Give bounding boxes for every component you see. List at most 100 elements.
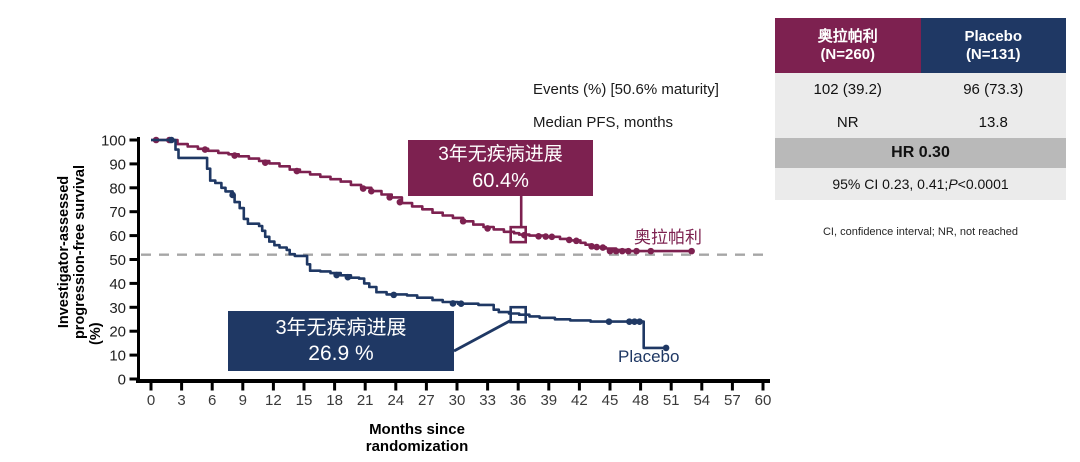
tick-label: 9 xyxy=(239,392,247,409)
tick-label: 21 xyxy=(357,392,374,409)
censor-mark xyxy=(588,243,595,250)
censor-mark xyxy=(449,300,457,307)
tick-label: 0 xyxy=(147,392,155,409)
tick-label: 70 xyxy=(109,204,126,221)
censor-mark xyxy=(293,167,301,175)
censor-mark xyxy=(231,152,238,159)
events-row-label: Events (%) [50.6% maturity] xyxy=(533,81,719,98)
censor-mark xyxy=(573,237,580,245)
tick-label: 39 xyxy=(540,392,557,409)
survival-curve-placebo xyxy=(151,138,667,350)
tick-label: 24 xyxy=(387,392,404,409)
median-row-label: Median PFS, months xyxy=(533,114,674,131)
censor-mark xyxy=(688,247,695,255)
results-table-header: 奥拉帕利 (N=260) Placebo (N=131) xyxy=(775,18,1066,73)
tick-label: 6 xyxy=(208,392,216,409)
censor-mark xyxy=(368,187,375,195)
tick-label: 40 xyxy=(109,276,126,293)
tick-label: 12 xyxy=(265,392,282,409)
censor-mark xyxy=(662,344,670,352)
header-olaparib-n: (N=260) xyxy=(820,45,876,63)
tick-label: 0 xyxy=(118,372,126,389)
tick-label: 3 xyxy=(177,392,185,409)
header-placebo-name: Placebo xyxy=(964,27,1023,45)
censor-mark xyxy=(631,318,638,325)
censor-mark xyxy=(636,318,643,325)
censor-mark xyxy=(647,247,655,255)
censor-mark xyxy=(565,236,573,244)
annotation-placebo-3yr: 3年无疾病进展 26.9 % xyxy=(228,311,454,371)
censor-mark xyxy=(396,198,404,206)
tick-label: 15 xyxy=(296,392,313,409)
annotation-placebo-text: 3年无疾病进展 xyxy=(275,317,407,339)
annotation-olaparib-text: 3年无疾病进展 xyxy=(438,144,563,165)
censor-mark xyxy=(542,233,550,240)
censor-mark xyxy=(229,191,236,199)
censor-mark xyxy=(459,217,467,225)
censor-mark xyxy=(535,233,542,240)
censor-mark xyxy=(593,243,601,251)
censor-mark xyxy=(605,318,613,325)
series-label-olaparib: 奥拉帕利 xyxy=(634,228,702,247)
tick-label: 80 xyxy=(109,180,126,197)
median-placebo-value: 13.8 xyxy=(978,113,1008,131)
censor-mark xyxy=(333,271,340,279)
tick-label: 50 xyxy=(109,252,126,269)
events-placebo-value: 96 (73.3) xyxy=(963,81,1024,98)
tick-label: 10 xyxy=(109,348,126,365)
censor-mark xyxy=(390,291,398,299)
table-row-hazard-ratio: HR 0.30 xyxy=(775,138,1066,168)
table-row-confidence-interval: 95% CI 0.23, 0.41; P <0.0001 xyxy=(775,168,1066,200)
censor-mark xyxy=(612,247,620,255)
annotation-placebo-value: 26.9 % xyxy=(308,342,374,365)
x-axis-title: Months since randomization xyxy=(365,421,469,455)
censor-mark xyxy=(626,318,633,325)
tick-label: 45 xyxy=(602,392,619,409)
censor-mark xyxy=(484,225,491,232)
tick-label: 30 xyxy=(449,392,466,409)
censor-mark xyxy=(168,136,175,144)
header-placebo-n: (N=131) xyxy=(965,45,1021,63)
censor-mark xyxy=(359,185,367,192)
header-cell-placebo: Placebo (N=131) xyxy=(920,18,1066,73)
abbreviations-footnote: CI, confidence interval; NR, not reached xyxy=(822,226,1019,238)
tick-label: 33 xyxy=(479,392,496,409)
tick-label: 90 xyxy=(109,156,126,173)
censor-mark xyxy=(606,247,614,255)
tick-label: 36 xyxy=(510,392,527,409)
censor-mark xyxy=(599,244,607,251)
marker-3yr-olaparib xyxy=(509,225,528,244)
tick-label: 48 xyxy=(632,392,649,409)
header-cell-olaparib: 奥拉帕利 (N=260) xyxy=(775,18,921,73)
tick-label: 20 xyxy=(109,324,126,341)
events-olaparib-value: 102 (39.2) xyxy=(813,81,882,98)
ci-p-symbol: P xyxy=(948,176,958,192)
tick-label: 42 xyxy=(571,392,588,409)
ci-text: 95% CI 0.23, 0.41; xyxy=(832,176,949,192)
tick-label: 60 xyxy=(755,392,772,409)
tick-label: 100 xyxy=(101,133,126,150)
censor-mark xyxy=(261,159,269,167)
tick-label: 54 xyxy=(693,392,710,409)
tick-label: 27 xyxy=(418,392,435,409)
table-row-median: NR 13.8 xyxy=(775,106,1066,138)
median-olaparib-value: NR xyxy=(836,113,859,131)
annotation-olaparib-3yr: 3年无疾病进展 60.4% xyxy=(408,140,593,196)
censor-mark xyxy=(457,300,465,308)
y-axis-title-unit: (%) xyxy=(88,322,104,345)
censor-mark xyxy=(633,247,640,255)
results-table: 奥拉帕利 (N=260) Placebo (N=131) 102 (39.2) … xyxy=(775,18,1066,200)
header-olaparib-name: 奥拉帕利 xyxy=(817,27,878,45)
censor-mark xyxy=(625,247,632,255)
tick-label: 51 xyxy=(663,392,680,409)
censor-mark xyxy=(344,273,352,281)
tick-label: 60 xyxy=(109,228,126,245)
ci-p-value: <0.0001 xyxy=(957,176,1009,192)
censor-mark xyxy=(548,233,556,241)
callout-line-placebo xyxy=(453,319,511,353)
censor-mark xyxy=(618,247,626,255)
annotation-olaparib-value: 60.4% xyxy=(472,170,529,192)
tick-label: 30 xyxy=(109,300,126,317)
